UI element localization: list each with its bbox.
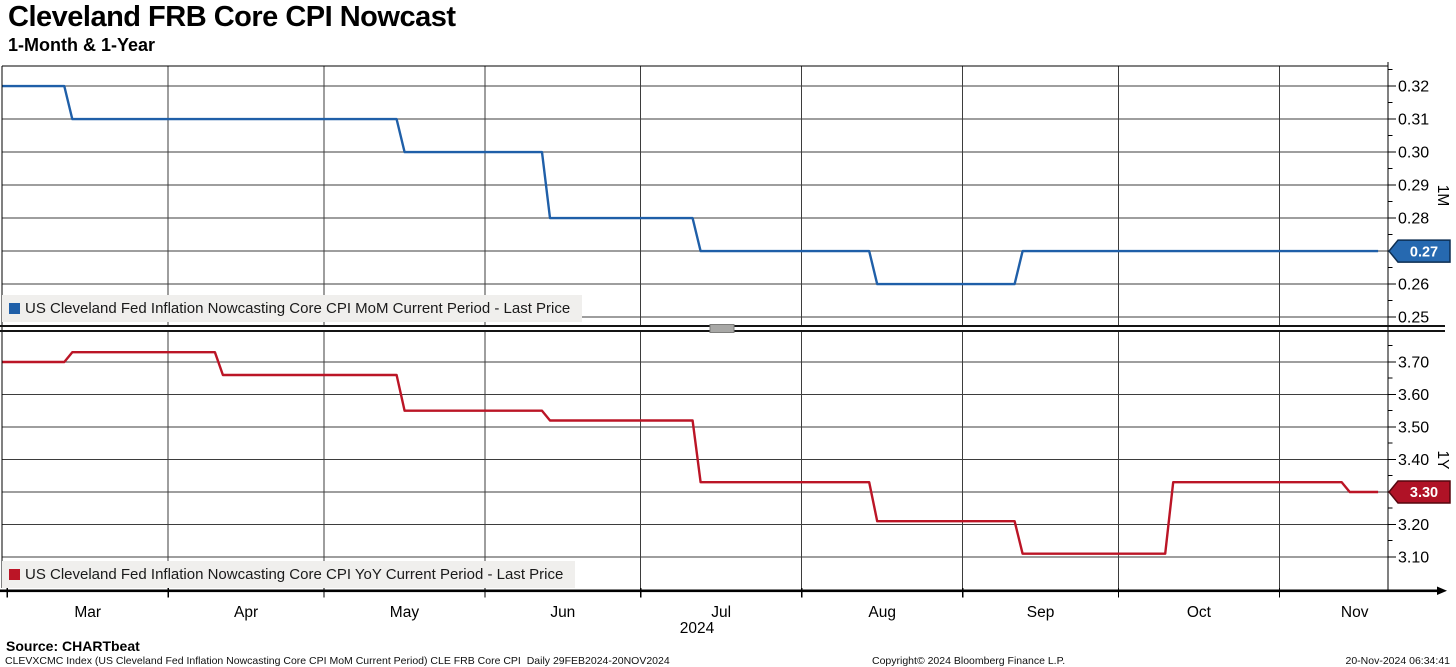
footer-timestamp: 20-Nov-2024 06:34:41 [1345,655,1451,667]
y-axis-tick-label: 0.31 [1398,112,1429,129]
page-subtitle: 1-Month & 1-Year [8,35,156,56]
y-axis-tick-label: 0.25 [1398,310,1429,327]
series-swatch-1y-icon [9,569,20,580]
yoy-series-line [2,351,1379,555]
x-axis-month-label: Oct [1187,604,1212,621]
x-axis-month-label: Mar [74,604,101,621]
y-axis-tick-label: 0.29 [1398,178,1429,195]
x-axis-month-label: Sep [1027,604,1055,621]
x-axis-month-label: Apr [234,604,258,621]
yoy-last-price-badge [1388,480,1451,504]
x-axis-year-label: 2024 [680,620,715,637]
series-swatch-1m-icon [9,303,20,314]
legend-label-1m: US Cleveland Fed Inflation Nowcasting Co… [25,300,571,317]
x-axis-month-label: Nov [1341,604,1369,621]
page-title: Cleveland FRB Core CPI Nowcast [8,1,456,33]
yoy-last-price-value: 3.30 [1410,485,1438,501]
legend-1m: US Cleveland Fed Inflation Nowcasting Co… [2,295,583,322]
x-axis-month-label: Jul [711,604,731,621]
footer-ticker-descriptor: CLEVXCMC Index (US Cleveland Fed Inflati… [5,655,670,667]
y-axis-tick-label: 3.40 [1398,452,1429,469]
y-axis-tick-label: 3.50 [1398,419,1429,436]
panel-divider-handle[interactable] [709,324,735,333]
mom-last-price-badge [1388,239,1451,263]
x-axis-line [0,589,1438,593]
chart-header: Cleveland FRB Core CPI Nowcast 1-Month &… [8,2,456,56]
legend-1y: US Cleveland Fed Inflation Nowcasting Co… [2,561,576,588]
mom-series-line [2,84,1379,286]
y-axis-tick-label: 0.30 [1398,145,1429,162]
panel-axis-label-1y: 1Y [1434,451,1451,470]
x-axis-month-label: Jun [550,604,575,621]
y-axis-tick-label: 0.28 [1398,211,1429,228]
y-axis-tick-label: 0.32 [1398,79,1429,96]
y-axis-tick-label: 3.10 [1398,549,1429,566]
x-axis-month-label: Aug [868,604,896,621]
mom-last-price-value: 0.27 [1410,244,1438,260]
y-axis-tick-label: 3.20 [1398,517,1429,534]
y-axis-tick-label: 3.60 [1398,387,1429,404]
footer-source: Source: CHARTbeat [6,638,140,654]
x-axis-arrow-icon [1437,586,1447,595]
legend-label-1y: US Cleveland Fed Inflation Nowcasting Co… [25,566,564,583]
panel-axis-label-1m: 1M [1434,185,1451,207]
y-axis-tick-label: 0.26 [1398,277,1429,294]
y-axis-tick-label: 3.70 [1398,354,1429,371]
footer-copyright: Copyright© 2024 Bloomberg Finance L.P. [872,655,1066,667]
x-axis-month-label: May [390,604,420,621]
